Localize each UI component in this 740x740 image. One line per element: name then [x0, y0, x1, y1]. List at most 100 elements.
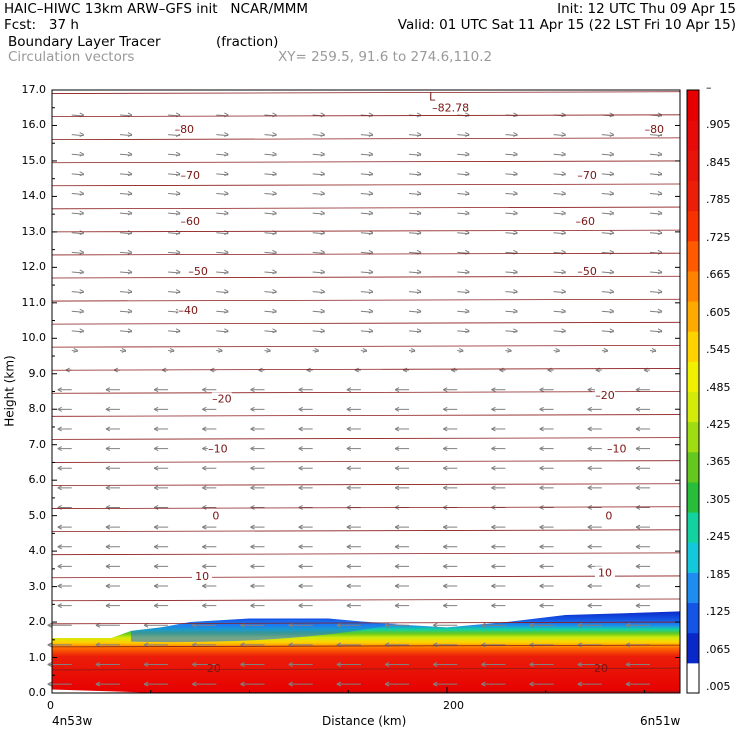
wind-vector: [539, 387, 554, 393]
wind-vector: [635, 603, 650, 609]
wind-vector: [625, 681, 650, 687]
wind-vector: [119, 289, 133, 295]
wind-vector: [71, 210, 84, 216]
cross-section-coords: XY= 259.5, 91.6 to 274.6,110.2: [278, 49, 493, 65]
wind-vector: [288, 622, 313, 628]
isotherm-label-bg: [211, 392, 232, 404]
wind-vector: [649, 289, 663, 295]
wind-vector: [443, 563, 458, 569]
colorbar-swatch: [687, 662, 699, 694]
wind-vector: [264, 151, 277, 157]
wind-vector: [360, 210, 374, 216]
colorbar-swatch: [687, 120, 699, 151]
wind-vector: [216, 171, 229, 177]
wind-vector: [587, 485, 602, 491]
wind-vector: [409, 132, 422, 138]
wind-vector: [119, 132, 133, 138]
isotherm-line: [51, 229, 681, 233]
isotherm-label: 0: [212, 510, 219, 523]
wind-vector: [354, 367, 361, 373]
isotherm-label-bg: [178, 303, 199, 315]
wind-vector: [587, 544, 602, 550]
wind-vector: [57, 563, 72, 569]
colorbar-swatch: [687, 90, 699, 121]
model-title: HAIC–HIWC 13km ARW–GFS init NCAR/MMM: [4, 1, 309, 17]
wind-vector: [264, 191, 277, 196]
wind-vector: [202, 583, 217, 589]
y-tick-label: 4.0: [28, 544, 47, 558]
wind-vector: [457, 269, 470, 275]
wind-vector: [312, 210, 325, 216]
wind-vector: [168, 289, 181, 295]
wind-vector: [216, 151, 229, 157]
wind-vector: [394, 387, 410, 393]
wind-vector: [153, 406, 169, 412]
wind-vector: [481, 662, 506, 667]
colorbar-swatch: [687, 542, 699, 573]
colorbar-label: .665: [706, 268, 731, 282]
wind-vector: [153, 446, 169, 452]
wind-vector: [601, 289, 615, 295]
wind-vector: [443, 485, 458, 491]
wind-vector: [71, 348, 78, 353]
wind-vector: [240, 681, 265, 687]
wind-vector: [288, 681, 313, 687]
wind-vector: [336, 681, 361, 687]
wind-vector: [71, 249, 84, 255]
y-tick-label: 9.0: [28, 366, 47, 380]
wind-vector: [336, 662, 361, 667]
y-tick-label: 3.0: [28, 579, 47, 593]
wind-vector: [409, 112, 422, 118]
wind-vector: [539, 603, 554, 609]
isotherm-label: –20: [212, 393, 232, 406]
wind-vector: [384, 622, 410, 628]
wind-vector: [601, 171, 615, 177]
wind-vector: [649, 348, 657, 353]
wind-vector: [57, 465, 72, 471]
isotherm-line: [51, 621, 681, 625]
wind-vector: [360, 289, 374, 295]
wind-vector: [250, 563, 265, 569]
x-end-label-right: 6n51w: [640, 714, 681, 728]
wind-vector: [505, 151, 518, 157]
wind-vector: [216, 308, 229, 314]
wind-vector: [312, 348, 319, 353]
wind-vector: [216, 348, 223, 353]
wind-vector: [298, 583, 313, 589]
wind-vector: [264, 328, 277, 334]
isotherm-label: –40: [179, 304, 199, 317]
wind-vector: [216, 132, 229, 138]
colorbar-label: .065: [706, 642, 731, 656]
wind-vector: [505, 171, 518, 177]
wind-vector: [168, 269, 181, 275]
wind-vector: [635, 544, 650, 550]
wind-vector: [587, 426, 602, 432]
isotherm-label: 0: [605, 510, 612, 523]
wind-vector: [105, 485, 120, 491]
wind-vector: [433, 622, 458, 628]
wind-vector: [539, 544, 554, 550]
wind-vector: [491, 446, 506, 452]
wind-vector: [409, 191, 422, 196]
wind-vector: [409, 230, 422, 236]
wind-vector: [577, 662, 602, 667]
isotherm-line: [51, 506, 681, 509]
wind-vector: [529, 681, 554, 687]
colorbar-swatch: [687, 421, 699, 453]
wind-vector: [587, 583, 602, 589]
isotherm-line: [51, 460, 681, 463]
wind-vector: [312, 249, 325, 255]
wind-vector: [360, 171, 374, 177]
wind-vector: [105, 465, 120, 471]
wind-vector: [95, 681, 120, 687]
wind-vector: [168, 171, 181, 177]
wind-vector: [635, 406, 650, 412]
isotherm-line: [51, 252, 681, 256]
colorbar-label: .845: [706, 155, 731, 169]
low-marker-value: –82.78: [432, 102, 469, 115]
wind-vector: [635, 387, 650, 393]
isotherm-label-bg: [188, 264, 209, 276]
wind-vector: [529, 622, 554, 628]
isotherm-label: –70: [180, 169, 200, 182]
